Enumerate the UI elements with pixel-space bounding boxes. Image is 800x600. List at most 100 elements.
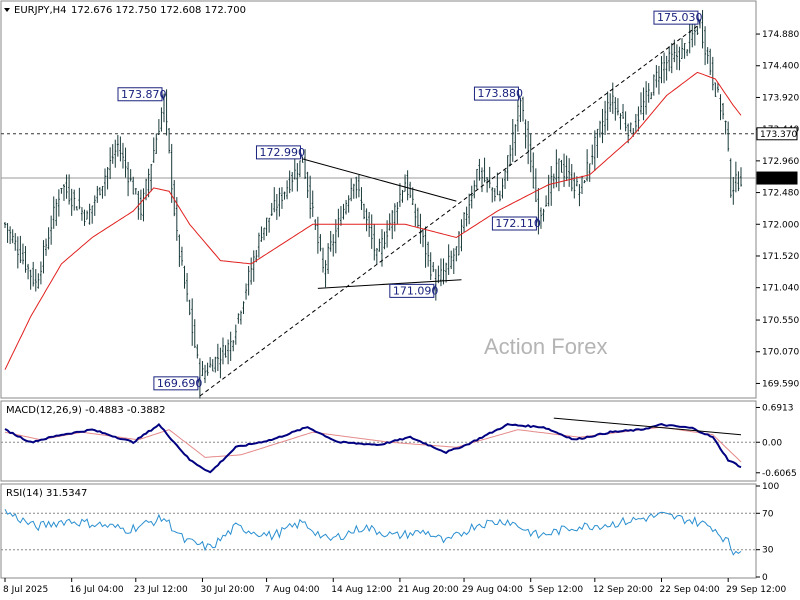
candle bbox=[124, 147, 127, 178]
annotation-leader bbox=[433, 284, 437, 292]
candle bbox=[91, 205, 94, 224]
candle bbox=[360, 187, 363, 210]
candle bbox=[650, 92, 653, 100]
candle bbox=[388, 213, 391, 231]
candle bbox=[206, 362, 209, 376]
macd-line bbox=[4, 422, 742, 474]
candle bbox=[183, 265, 186, 289]
candle bbox=[186, 273, 189, 302]
candle bbox=[396, 202, 399, 225]
candle bbox=[116, 135, 119, 157]
candle bbox=[542, 208, 545, 222]
candle bbox=[409, 181, 412, 199]
macd-tick-label: 0.6913 bbox=[762, 403, 794, 413]
price-tick-label: 174.400 bbox=[762, 62, 799, 72]
candle bbox=[237, 313, 240, 324]
candle bbox=[716, 82, 719, 93]
candle bbox=[50, 215, 53, 245]
hline-price-tag-label: 173.370 bbox=[760, 130, 797, 140]
collapse-triangle-icon[interactable] bbox=[4, 8, 10, 12]
candle bbox=[196, 344, 199, 359]
candle bbox=[288, 170, 291, 194]
candle bbox=[21, 243, 24, 265]
candle bbox=[96, 185, 99, 203]
candle bbox=[696, 26, 699, 35]
candle bbox=[439, 258, 442, 287]
candle bbox=[168, 128, 171, 154]
candle bbox=[486, 177, 489, 193]
candle bbox=[232, 340, 235, 352]
candle bbox=[657, 65, 660, 95]
candle bbox=[565, 155, 568, 182]
candle bbox=[157, 119, 160, 136]
candle bbox=[727, 121, 730, 152]
candle bbox=[34, 269, 37, 292]
candle bbox=[729, 158, 732, 198]
annotation-label: 169.690 bbox=[157, 377, 203, 390]
time-tick-label: 21 Aug 20:00 bbox=[398, 585, 459, 595]
candle bbox=[227, 339, 230, 365]
price-tick-label: 173.920 bbox=[762, 93, 799, 103]
candle bbox=[260, 226, 263, 242]
candle bbox=[734, 161, 737, 193]
macd-tick-label: -0.6065 bbox=[762, 469, 797, 479]
candle bbox=[78, 187, 81, 210]
time-tick-label: 12 Sep 20:00 bbox=[593, 585, 653, 595]
candle bbox=[188, 299, 191, 316]
candle bbox=[68, 174, 71, 205]
candle bbox=[522, 96, 525, 122]
annotation-leader bbox=[517, 93, 521, 101]
candle bbox=[732, 176, 735, 205]
price-annotation: 172.990 bbox=[255, 145, 305, 160]
candle bbox=[534, 168, 537, 203]
candle bbox=[306, 171, 309, 199]
candle bbox=[422, 228, 425, 248]
axis-layer: 174.880174.400173.920173.440172.960172.4… bbox=[3, 30, 799, 595]
candle bbox=[506, 155, 509, 181]
price-annotation: 169.690 bbox=[153, 376, 203, 391]
candle bbox=[352, 183, 355, 199]
candle bbox=[427, 241, 430, 267]
candle bbox=[75, 206, 78, 211]
candle bbox=[675, 44, 678, 70]
candle bbox=[619, 113, 622, 130]
candle bbox=[627, 123, 630, 144]
time-tick-label: 5 Sep 12:00 bbox=[529, 585, 584, 595]
candle bbox=[252, 250, 255, 282]
time-tick-label: 16 Jul 04:00 bbox=[70, 585, 124, 595]
candle bbox=[460, 219, 463, 252]
price-tick-label: 171.520 bbox=[762, 252, 799, 262]
candle bbox=[386, 220, 389, 248]
candle bbox=[532, 152, 535, 189]
candle bbox=[668, 46, 671, 72]
candle bbox=[480, 167, 483, 193]
candle bbox=[511, 118, 514, 162]
candle bbox=[73, 189, 76, 211]
candle bbox=[191, 298, 194, 346]
time-tick-label: 14 Aug 12:00 bbox=[331, 585, 392, 595]
candle bbox=[373, 224, 376, 261]
candle bbox=[524, 119, 527, 149]
candle bbox=[83, 209, 86, 226]
candle bbox=[681, 38, 684, 60]
candle bbox=[234, 324, 237, 345]
candle bbox=[180, 246, 183, 266]
candle bbox=[129, 169, 132, 182]
candle bbox=[106, 167, 109, 190]
candle bbox=[355, 176, 358, 199]
candle bbox=[704, 26, 707, 66]
price-tick-label: 172.960 bbox=[762, 157, 799, 167]
candle bbox=[104, 168, 107, 197]
moving-average-line bbox=[4, 71, 742, 370]
candle bbox=[678, 46, 681, 71]
candle bbox=[111, 144, 114, 164]
candle bbox=[204, 364, 207, 384]
candle bbox=[127, 161, 130, 197]
price-tick-label: 174.880 bbox=[762, 30, 799, 40]
candle bbox=[337, 208, 340, 238]
candle bbox=[591, 144, 594, 165]
candle bbox=[537, 188, 540, 235]
candle bbox=[634, 113, 637, 134]
rsi-title: RSI(14) 31.5347 bbox=[6, 488, 87, 499]
candle bbox=[29, 269, 32, 290]
